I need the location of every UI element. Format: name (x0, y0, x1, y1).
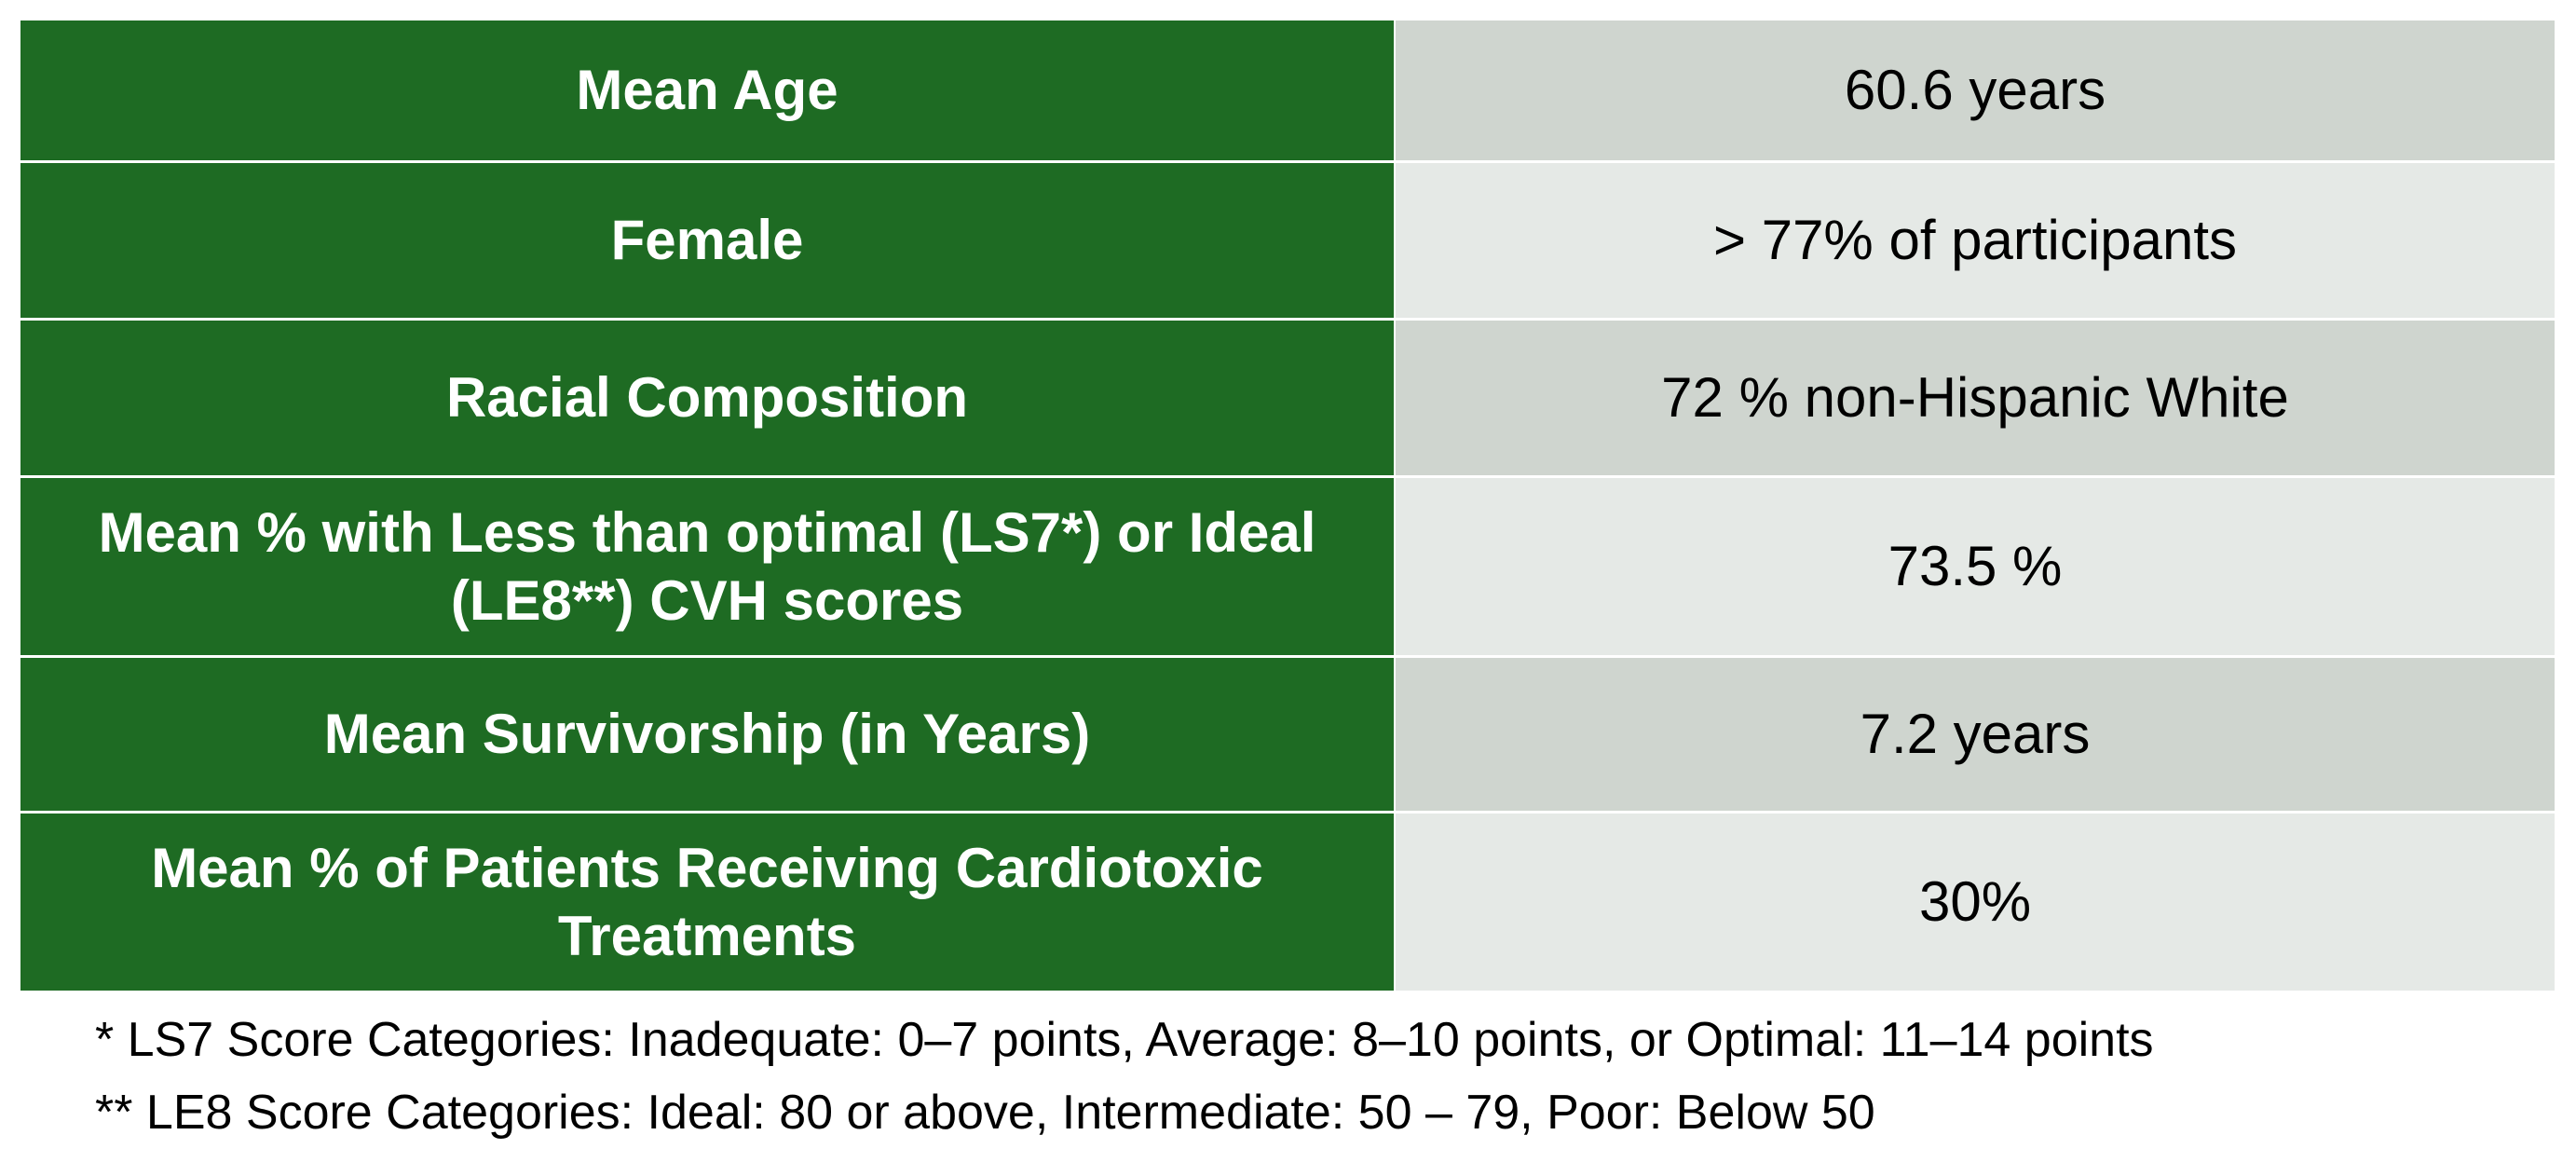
row-label-female: Female (20, 163, 1394, 318)
row-value-cardiotoxic-treatments: 30% (1396, 814, 2555, 991)
footnote-le8: ** LE8 Score Categories: Ideal: 80 or ab… (95, 1086, 1875, 1140)
row-label-mean-survivorship: Mean Survivorship (in Years) (20, 658, 1394, 811)
row-label-cvh-scores: Mean % with Less than optimal (LS7*) or … (20, 478, 1394, 655)
row-value-mean-survivorship: 7.2 years (1396, 658, 2555, 811)
row-label-cardiotoxic-treatments: Mean % of Patients Receiving Cardiotoxic… (20, 814, 1394, 991)
footnotes: * LS7 Score Categories: Inadequate: 0–7 … (95, 1016, 2154, 1137)
row-label-racial-composition: Racial Composition (20, 321, 1394, 475)
summary-table: Mean Age 60.6 years Female > 77% of part… (20, 21, 2555, 991)
row-value-mean-age: 60.6 years (1396, 21, 2555, 160)
footnote-ls7: * LS7 Score Categories: Inadequate: 0–7 … (95, 1013, 2154, 1067)
row-value-racial-composition: 72 % non-Hispanic White (1396, 321, 2555, 475)
row-value-female: > 77% of participants (1396, 163, 2555, 318)
row-value-cvh-scores: 73.5 % (1396, 478, 2555, 655)
row-label-mean-age: Mean Age (20, 21, 1394, 160)
